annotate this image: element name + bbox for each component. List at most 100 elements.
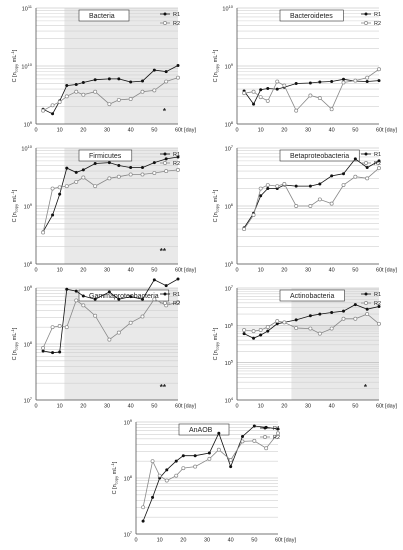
c0-gridlines [36,7,178,125]
c5-legend-marker [364,301,368,305]
c5-point-r2 [377,321,381,326]
c2-point-r1 [152,161,156,165]
c6-x-tick-label: 20 [180,538,186,544]
c2-point-r1 [51,213,55,217]
c1-x-tick-label: 20 [281,128,287,134]
c1-point-r2 [282,83,287,88]
c0-y-tick-label: 1011 [22,4,33,13]
c5-point-r2 [258,328,263,332]
c6-series-r1 [141,424,280,523]
c4-y-axis-label: C [ncopy mL-1] [10,327,19,360]
c1-x-tick-label: 50 [352,128,358,134]
c3-point-r1 [365,166,369,170]
c3-series-r1 [242,157,381,230]
c3-point-r2 [341,183,346,187]
c3-point-r2 [353,174,358,179]
c4-y-tick-label: 107 [24,396,33,405]
c0-point-r1 [152,68,156,72]
c2-y-axis-label: C [ncopy mL-1] [10,189,19,222]
c2-legend-marker [163,161,167,165]
c0-title-box [78,9,130,22]
c3-gridlines [237,147,379,265]
c1-point-r1 [318,80,322,84]
c3-point-r2 [329,201,334,206]
c5-point-r2 [282,320,287,325]
c5-x-axis-label: t [day] [382,404,397,410]
c4-point-r1 [141,297,144,301]
c3-title: Betaproteobacteria [290,153,349,160]
c6-x-tick-label: 40 [228,538,234,544]
c2-point-r1 [58,192,62,196]
c3-point-r2 [317,197,322,202]
c5-shaded-region [291,288,379,400]
c2-point-r2 [93,184,98,189]
c0-x-tick-label: 60 [175,128,181,134]
c1-point-r2 [258,95,263,100]
c0-x-tick-label: 30 [104,128,110,134]
c1-point-r2 [317,96,322,101]
c6-series-r2 [141,431,280,510]
c4-series-r1 [41,277,180,355]
c4-x-tick-label: 30 [104,404,110,410]
c2-point-r2 [164,169,169,174]
c2-x-tick-label: 30 [104,268,110,274]
c1-point-r1 [365,80,369,84]
c4-x-tick-label: 50 [151,404,157,410]
c5-legend-label: R1 [374,292,381,298]
c3-point-r1 [342,172,345,176]
c1-point-r2 [294,108,299,113]
c1-point-r1 [252,102,256,106]
c6-point-r1 [193,454,197,458]
c6-y-tick-label: 108 [124,474,133,483]
c4-legend-marker [163,301,167,305]
c4-point-r1 [74,289,78,293]
c2-point-r2 [81,175,86,180]
c0-point-r1 [51,112,55,116]
c6-y-axis-label: C [ncopy mL-1] [110,461,119,494]
c6-point-r2 [150,459,155,464]
c1-x-tick-label: 10 [258,128,264,134]
c5-x-tick-label: 0 [235,404,238,410]
c2-x-tick-label: 60 [175,268,181,274]
c4-title-box [78,289,170,302]
c0-x-tick-label: 50 [151,128,157,134]
c1-point-r2 [365,75,370,80]
c2-legend-label: R1 [173,152,180,158]
c4-point-r1 [81,294,85,298]
c4-point-r2 [57,324,62,328]
c5-x-tick-label: 30 [305,404,311,410]
c2-point-r1 [129,166,133,170]
c5-point-r1 [259,333,263,337]
c3-point-r2 [377,166,381,171]
c1-legend-label: R1 [374,12,381,18]
c3-legend-marker [364,161,368,165]
c4-point-r2 [107,337,112,342]
c2-legend-label: R2 [173,161,180,167]
c2-x-tick-label: 40 [128,268,134,274]
c5-point-r1 [365,307,369,311]
c3-x-tick-label: 30 [305,268,311,274]
c0-point-r2 [64,94,69,99]
c6-point-r1 [207,451,211,455]
c6-title: AnAOB [189,427,213,434]
c6-x-tick-label: 60 [275,538,281,544]
c5-point-r2 [265,325,270,329]
c1-point-r2 [341,80,346,85]
c3-y-tick-label: 105 [225,260,234,269]
c5-point-r2 [275,319,280,324]
c4-legend-label: R2 [173,301,180,307]
c5-point-r1 [330,311,334,315]
c4-point-r2 [176,300,180,305]
c0-x-tick-label: 20 [80,128,86,134]
c4-x-tick-label: 10 [57,404,63,410]
c5-point-r2 [308,326,313,331]
c3-point-r2 [308,204,313,208]
c1-series-r1 [242,77,381,106]
c3-point-r1 [308,184,312,188]
c6-point-r1 [252,424,256,428]
c4-point-r2 [128,320,133,325]
c2-point-r1 [93,162,97,166]
